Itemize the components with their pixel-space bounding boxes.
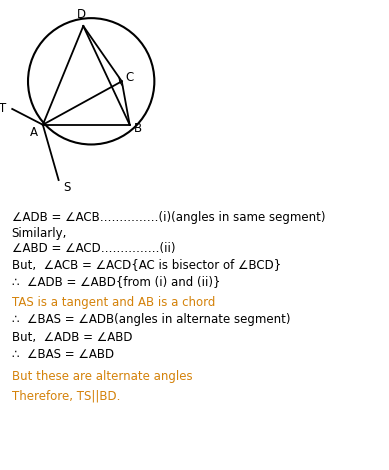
- Text: A: A: [30, 126, 38, 139]
- Text: Similarly,: Similarly,: [12, 227, 67, 240]
- Text: C: C: [126, 71, 134, 84]
- Text: T: T: [0, 102, 6, 116]
- Text: ∠ABD = ∠ACD……………(ii): ∠ABD = ∠ACD……………(ii): [12, 242, 175, 255]
- Text: ∴  ∠ADB = ∠ABD{from (i) and (ii)}: ∴ ∠ADB = ∠ABD{from (i) and (ii)}: [12, 274, 220, 288]
- Text: ∴  ∠BAS = ∠ADB(angles in alternate segment): ∴ ∠BAS = ∠ADB(angles in alternate segmen…: [12, 313, 290, 326]
- Text: D: D: [77, 8, 86, 21]
- Text: S: S: [63, 181, 70, 195]
- Text: B: B: [133, 122, 142, 135]
- Text: But these are alternate angles: But these are alternate angles: [12, 370, 192, 383]
- Text: ∠ADB = ∠ACB……………(i)(angles in same segment): ∠ADB = ∠ACB……………(i)(angles in same segme…: [12, 211, 325, 224]
- Text: TAS is a tangent and AB is a chord: TAS is a tangent and AB is a chord: [12, 296, 215, 309]
- Text: Therefore, TS||BD.: Therefore, TS||BD.: [12, 390, 120, 403]
- Text: But,  ∠ADB = ∠ABD: But, ∠ADB = ∠ABD: [12, 331, 132, 344]
- Text: But,  ∠ACB = ∠ACD{AC is bisector of ∠BCD}: But, ∠ACB = ∠ACD{AC is bisector of ∠BCD}: [12, 258, 281, 271]
- Text: ∴  ∠BAS = ∠ABD: ∴ ∠BAS = ∠ABD: [12, 348, 114, 361]
